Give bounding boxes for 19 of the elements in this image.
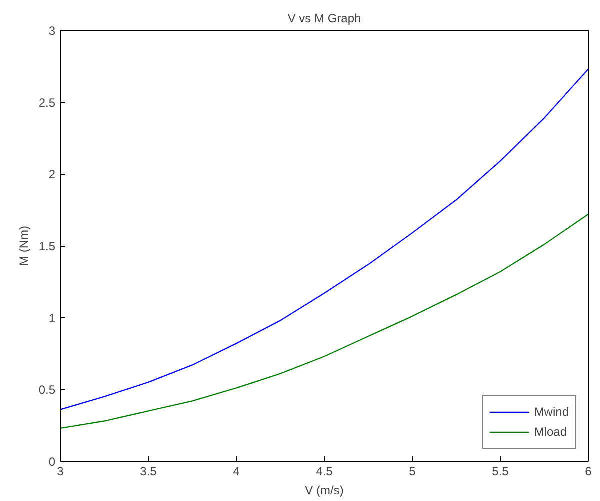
x-tick-label: 3.5	[140, 464, 158, 478]
y-tick-label: 2	[48, 168, 56, 182]
chart-title: V vs M Graph	[288, 12, 362, 26]
y-axis-title: M (Nm)	[16, 226, 31, 266]
y-tick-label: 3	[48, 24, 56, 38]
x-tick-label: 5	[409, 464, 416, 478]
x-tick-label: 4.5	[316, 464, 334, 478]
x-tick-label: 6	[585, 464, 592, 478]
y-tick-label: 1.5	[38, 240, 56, 254]
x-tick-label: 3	[57, 464, 64, 478]
legend-label: Mload	[534, 425, 567, 439]
y-tick-label: 0.5	[38, 383, 56, 398]
x-axis-title: V (m/s)	[305, 484, 344, 498]
y-tick-label: 0	[48, 455, 56, 469]
y-tick-label: 2.5	[38, 96, 56, 110]
x-tick-label: 4	[233, 464, 240, 478]
y-tick-label: 1	[48, 311, 56, 326]
legend-label: Mwind	[534, 405, 569, 419]
x-tick-label: 5.5	[492, 464, 510, 478]
